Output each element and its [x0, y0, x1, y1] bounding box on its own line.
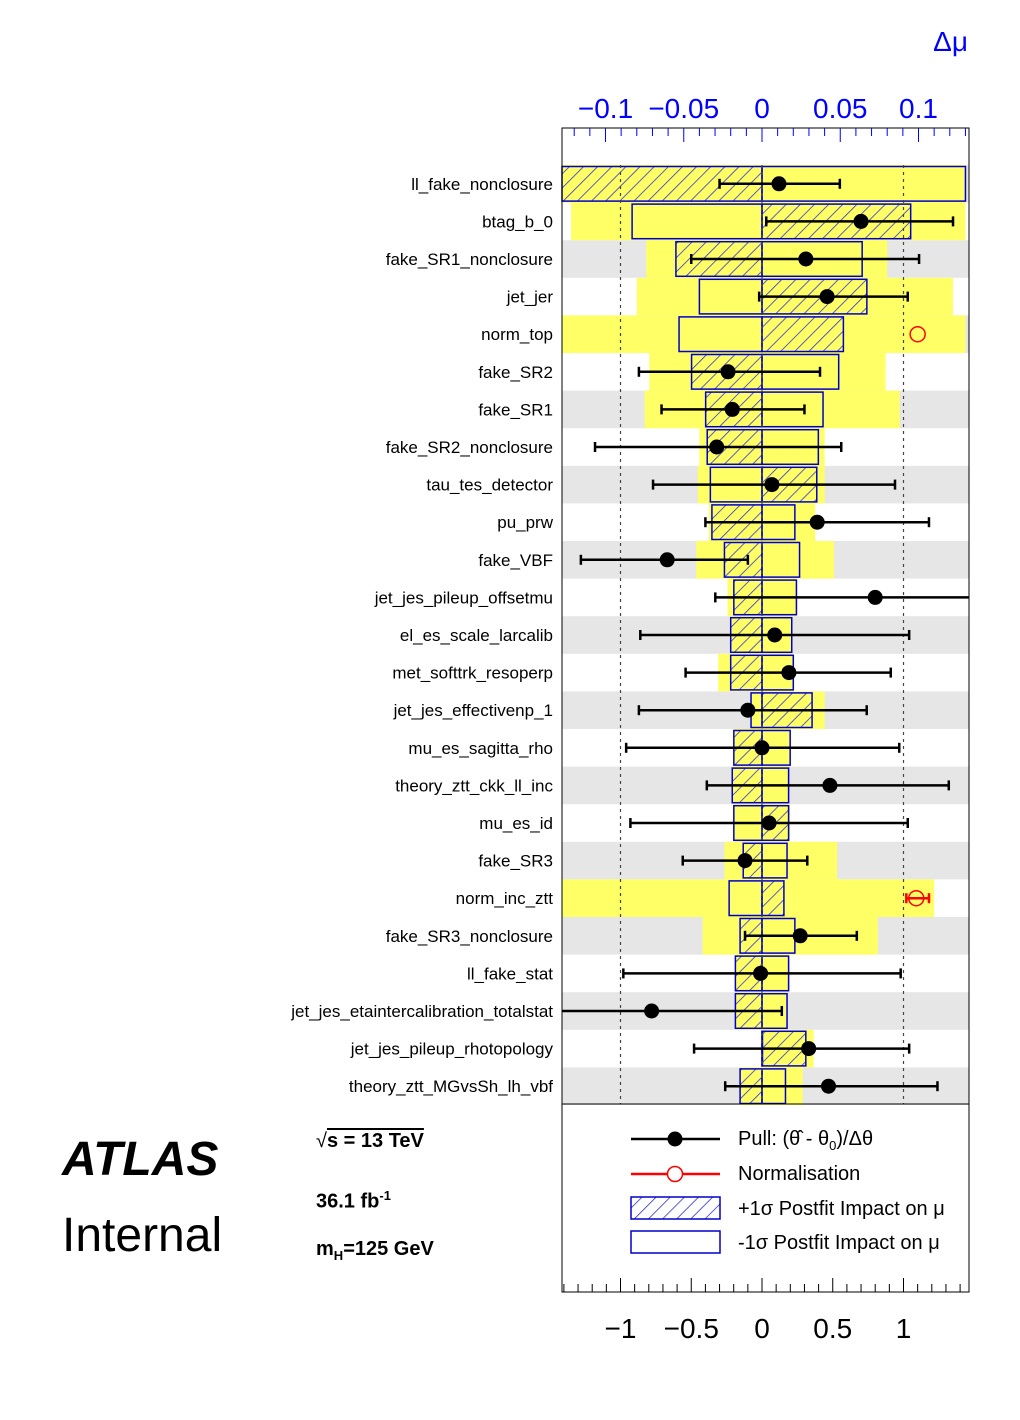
parameter-label: theory_ztt_ckk_ll_inc	[395, 776, 553, 795]
bottom-axis-tick-label: −1	[605, 1313, 637, 1344]
prefit-band	[562, 879, 935, 917]
norm-marker	[907, 889, 925, 907]
parameter-label: pu_prw	[497, 513, 553, 532]
parameter-label: fake_SR1	[478, 400, 553, 419]
top-axis-title: Δμ	[933, 26, 968, 57]
pull-marker	[720, 364, 736, 380]
mass-label: mH=125 GeV	[316, 1238, 434, 1263]
legend-norm-marker	[666, 1165, 684, 1183]
pull-marker	[724, 401, 740, 417]
bottom-axis-tick-label: 1	[896, 1313, 912, 1344]
top-axis-tick-label: −0.1	[578, 93, 633, 124]
legend-symbols	[630, 1131, 721, 1254]
bottom-axis-tick-label: 0.5	[813, 1313, 852, 1344]
parameter-label: fake_SR2	[478, 363, 553, 382]
parameter-label: jet_jes_pileup_rhotopology	[350, 1040, 554, 1059]
pull-marker	[798, 251, 814, 267]
energy-text: s = 13 TeV	[326, 1130, 424, 1152]
parameter-label: theory_ztt_MGvsSh_lh_vbf	[349, 1077, 553, 1096]
pull-marker	[819, 289, 835, 305]
parameter-label: jet_jer	[506, 288, 554, 307]
pull-marker	[792, 928, 808, 944]
parameter-label: fake_VBF	[478, 551, 553, 570]
pull-marker	[764, 477, 780, 493]
legend-norm-label: Normalisation	[738, 1163, 861, 1185]
parameter-label: fake_SR3_nonclosure	[386, 927, 553, 946]
parameter-label: mu_es_sagitta_rho	[408, 739, 553, 758]
bottom-axis-tick-label: 0	[754, 1313, 770, 1344]
plot-frame-border	[561, 127, 970, 1293]
lumi-text: 36.1 fb	[316, 1190, 380, 1213]
pull-marker	[740, 702, 756, 718]
pull-marker	[644, 1003, 660, 1019]
pull-marker	[822, 777, 838, 793]
legend-minus-box	[630, 1230, 721, 1254]
parameter-label: jet_jes_etaintercalibration_totalstat	[290, 1002, 553, 1021]
parameter-label: ll_fake_stat	[467, 964, 553, 983]
parameter-label: btag_b_0	[482, 212, 553, 231]
parameter-label: fake_SR1_nonclosure	[386, 250, 553, 269]
plus-impact-box	[761, 316, 845, 353]
pull-marker	[853, 213, 869, 229]
top-axis-tick-label: 0.1	[899, 93, 938, 124]
pull-marker	[809, 514, 825, 530]
bottom-axis-tick-label: −0.5	[664, 1313, 719, 1344]
energy-label: √s = 13 TeV	[316, 1130, 424, 1153]
pull-marker	[767, 627, 783, 643]
legend-pull-sub: 0	[829, 1138, 837, 1153]
parameter-label: mu_es_id	[479, 814, 553, 833]
internal-label: Internal	[62, 1209, 223, 1262]
legend-plus-box	[630, 1196, 721, 1220]
pull-marker	[761, 815, 777, 831]
legend-pull-tail: )/Δθ	[836, 1128, 874, 1150]
legend-pull-marker	[667, 1131, 683, 1147]
parameter-label: met_softtrk_resoperp	[392, 664, 553, 683]
pull-marker	[867, 589, 883, 605]
lumi-exponent: -1	[379, 1188, 391, 1203]
parameter-label: fake_SR2_nonclosure	[386, 438, 553, 457]
parameter-label: ll_fake_nonclosure	[411, 175, 553, 194]
parameter-label: norm_inc_ztt	[456, 889, 554, 908]
legend-plus-label: +1σ Postfit Impact on μ	[738, 1198, 945, 1220]
norm-marker	[909, 325, 926, 343]
parameter-label: fake_SR3	[478, 852, 553, 871]
parameter-label: tau_tes_detector	[426, 476, 553, 495]
mass-tail: =125 GeV	[343, 1238, 434, 1260]
pull-marker	[821, 1078, 837, 1094]
legend-pull-text: Pull: (θ̂ - θ	[738, 1128, 830, 1150]
pull-marker	[801, 1041, 817, 1057]
parameter-label: jet_jes_effectivenp_1	[393, 701, 553, 720]
mass-subscript: H	[333, 1248, 344, 1263]
plot-frame	[561, 127, 970, 1293]
pull-marker	[659, 552, 675, 568]
pull-marker	[781, 665, 797, 681]
pull-markers	[562, 176, 969, 1094]
legend-minus-label: -1σ Postfit Impact on μ	[738, 1232, 940, 1254]
pull-marker	[709, 439, 725, 455]
mass-text: m	[316, 1238, 334, 1260]
pull-marker	[753, 965, 769, 981]
top-axis-tick-label: 0.05	[813, 93, 868, 124]
parameter-label: jet_jes_pileup_offsetmu	[374, 588, 553, 607]
pull-marker	[754, 740, 770, 756]
plus-impact-box	[761, 880, 785, 917]
bottom-axis: −1 −0.5 0 0.5 1	[563, 1278, 961, 1344]
parameter-label: norm_top	[481, 325, 553, 344]
parameter-labels: ll_fake_nonclosure btag_b_0 fake_SR1_noncl…	[290, 175, 553, 1096]
pull-marker	[737, 853, 753, 869]
parameter-label: el_es_scale_larcalib	[400, 626, 553, 645]
top-axis: −0.1 −0.05 0 0.05 0.1 Δμ	[573, 26, 968, 142]
pull-marker	[771, 176, 787, 192]
top-axis-tick-label: 0	[754, 93, 770, 124]
lumi-label: 36.1 fb-1	[316, 1188, 391, 1214]
atlas-label: ATLAS	[62, 1133, 219, 1186]
legend-pull-label: Pull: (θ̂ - θ0)/Δθ	[738, 1128, 873, 1153]
sqrt-symbol: √	[316, 1130, 327, 1152]
top-axis-tick-label: −0.05	[648, 93, 719, 124]
